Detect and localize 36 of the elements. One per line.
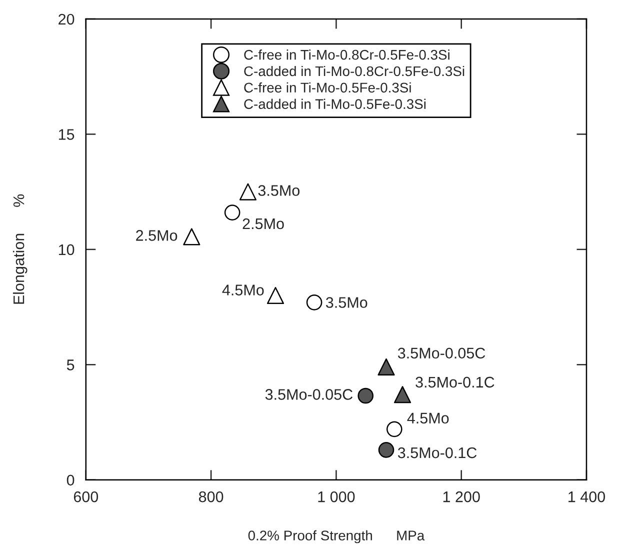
- x-tick-label: 1 000: [318, 491, 355, 502]
- x-axis-title: 0.2% Proof Strength MPa: [248, 530, 425, 544]
- point: [386, 421, 402, 438]
- annotation: 4.5Mo: [222, 284, 264, 296]
- y-tick-label: 20: [58, 14, 74, 25]
- legend-label: C-added in Ti-Mo-0.5Fe-0.3Si: [244, 98, 426, 109]
- annotation: 3.5Mo-0.05C: [265, 389, 353, 400]
- annotation: 3.5Mo-0.1C: [398, 447, 477, 458]
- point: [224, 204, 240, 220]
- point: [306, 294, 322, 310]
- y-tick-label: 5: [66, 360, 74, 370]
- point: [239, 183, 257, 200]
- y-tick-label: 0: [66, 474, 74, 486]
- annotation: 3.5Mo-0.05C: [398, 348, 486, 359]
- point: [358, 388, 374, 404]
- y-tick-label: 15: [58, 129, 74, 140]
- annotation: 3.5Mo-0.1C: [416, 376, 494, 388]
- y-tick-label: 10: [58, 244, 74, 256]
- legend-label: C-free in Ti-Mo-0.8Cr-0.5Fe-0.3Si: [244, 50, 450, 60]
- point: [378, 442, 394, 458]
- annotation: 3.5Mo: [258, 185, 300, 196]
- annotation: 3.5Mo: [326, 297, 368, 308]
- legend-label: C-free in Ti-Mo-0.5Fe-0.3Si: [244, 82, 411, 93]
- legend-label: C-added in Ti-Mo-0.8Cr-0.5Fe-0.3Si: [244, 66, 464, 76]
- point: [266, 286, 284, 304]
- x-tick-label: 1 200: [443, 491, 480, 502]
- annotation: 2.5Mo: [136, 230, 178, 241]
- x-tick-label: 1 400: [568, 491, 605, 502]
- x-tick-label: 600: [74, 491, 98, 502]
- x-tick-label: 800: [198, 491, 224, 502]
- point: [183, 228, 200, 246]
- point: [394, 386, 412, 404]
- annotation: 4.5Mo: [407, 412, 449, 424]
- point: [378, 358, 395, 376]
- annotation: 2.5Mo: [242, 218, 284, 230]
- y-axis-title: Elongation %: [13, 194, 28, 304]
